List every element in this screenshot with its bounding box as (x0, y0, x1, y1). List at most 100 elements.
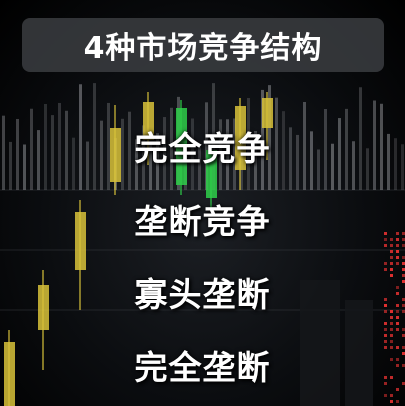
matrix-dot (390, 400, 393, 403)
matrix-dot (396, 232, 399, 235)
volume-bar (149, 144, 152, 190)
matrix-dot (384, 334, 387, 337)
matrix-dot (402, 298, 405, 301)
candle-body (235, 106, 246, 170)
volume-bar (366, 148, 369, 190)
volume-bar (198, 146, 201, 190)
volume-bar (345, 108, 348, 190)
volume-bar (93, 83, 96, 190)
volume-bar (212, 83, 215, 190)
volume-bar (58, 102, 61, 190)
market-structure-perfect-competition: 完全竞争 (134, 129, 271, 168)
volume-bar (9, 141, 12, 190)
matrix-dot (396, 328, 399, 331)
volume-bar (268, 85, 271, 190)
matrix-dot (396, 304, 399, 307)
matrix-dot (384, 328, 387, 331)
volume-bar (156, 133, 159, 190)
matrix-dot (390, 322, 393, 325)
matrix-dot (390, 310, 393, 313)
matrix-dot (396, 262, 399, 265)
matrix-dot (402, 244, 405, 247)
volume-bar (51, 115, 54, 190)
matrix-dot (396, 358, 399, 361)
matrix-dot (384, 232, 387, 235)
volume-bar (394, 138, 397, 190)
volume-bar (338, 118, 341, 190)
volume-bar (205, 102, 208, 190)
matrix-dot (384, 346, 387, 349)
matrix-dot (402, 232, 405, 235)
volume-bar (121, 118, 124, 190)
matrix-dot (396, 364, 399, 367)
matrix-dot (390, 358, 393, 361)
volume-bar (373, 100, 376, 190)
volume-bar (331, 143, 334, 190)
volume-bar (359, 87, 362, 190)
volume-bar (303, 101, 306, 190)
matrix-dot (390, 394, 393, 397)
matrix-dot (390, 316, 393, 319)
matrix-dot (390, 268, 393, 271)
volume-bar (23, 144, 26, 190)
matrix-dot (390, 274, 393, 277)
volume-bar (352, 141, 355, 190)
matrix-dot (402, 268, 405, 271)
volume-bars (2, 83, 404, 190)
market-structure-perfect-monopoly: 完全垄断 (134, 348, 271, 387)
matrix-dot (402, 346, 405, 349)
matrix-dot (396, 256, 399, 259)
matrix-dot (402, 256, 405, 259)
volume-bar (324, 108, 327, 190)
matrix-dot (396, 292, 399, 295)
volume-bar (86, 141, 89, 190)
matrix-dot (384, 304, 387, 307)
matrix-dot (390, 256, 393, 259)
candle-body (38, 285, 49, 330)
matrix-dot (384, 382, 387, 385)
matrix-dot (390, 238, 393, 241)
volume-bar (65, 110, 68, 190)
matrix-dot (384, 394, 387, 397)
volume-bar (317, 149, 320, 190)
matrix-dot (390, 340, 393, 343)
volume-bar (128, 111, 131, 190)
matrix-dot (396, 322, 399, 325)
matrix-dot (396, 244, 399, 247)
matrix-dot (384, 244, 387, 247)
matrix-dot (402, 262, 405, 265)
volume-bar (135, 139, 138, 190)
volume-bar (142, 125, 145, 190)
volume-bar (401, 144, 404, 190)
matrix-dot (396, 388, 399, 391)
matrix-dot (384, 340, 387, 343)
matrix-dot (384, 322, 387, 325)
matrix-dot (396, 346, 399, 349)
matrix-dot (390, 328, 393, 331)
matrix-dot (402, 352, 405, 355)
matrix-dot (384, 310, 387, 313)
matrix-dot (402, 328, 405, 331)
volume-bar (44, 103, 47, 190)
volume-bar (226, 119, 229, 190)
volume-bar (30, 108, 33, 190)
matrix-dot (402, 304, 405, 307)
volume-bar (79, 84, 82, 190)
matrix-dot (396, 310, 399, 313)
volume-bar (310, 131, 313, 190)
matrix-dot (390, 334, 393, 337)
matrix-dot (402, 382, 405, 385)
matrix-dot (384, 376, 387, 379)
candle-body (75, 212, 86, 270)
matrix-dot (402, 364, 405, 367)
volume-bar (289, 127, 292, 190)
volume-bar (107, 102, 110, 190)
volume-bar (2, 115, 5, 190)
matrix-dot (402, 238, 405, 241)
matrix-dot (402, 274, 405, 277)
matrix-dot (390, 346, 393, 349)
matrix-dot (384, 238, 387, 241)
matrix-dot (390, 250, 393, 253)
